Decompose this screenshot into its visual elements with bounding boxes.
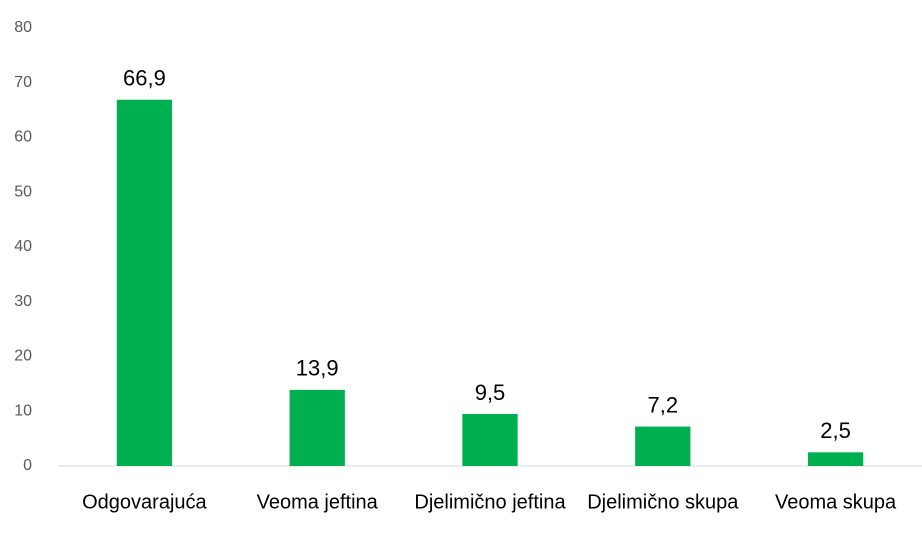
x-tick-label: Veoma skupa — [775, 491, 897, 513]
y-tick-label: 10 — [14, 402, 32, 419]
x-tick-label: Odgovarajuća — [82, 491, 207, 513]
x-tick-label: Djelimično skupa — [587, 491, 739, 513]
x-tick-label: Veoma jeftina — [257, 491, 379, 513]
y-tick-label: 30 — [14, 293, 32, 310]
value-label: 2,5 — [820, 418, 851, 443]
y-tick-label: 0 — [23, 457, 32, 474]
bar — [807, 452, 864, 466]
value-label: 9,5 — [475, 380, 506, 405]
y-tick-label: 60 — [14, 129, 32, 146]
value-label: 13,9 — [296, 356, 339, 381]
bar — [116, 99, 173, 466]
y-tick-label: 40 — [14, 238, 32, 255]
y-tick-label: 80 — [14, 19, 32, 36]
bar — [289, 389, 345, 466]
bar — [635, 426, 691, 466]
x-tick-label: Djelimično jeftina — [414, 491, 566, 513]
y-tick-label: 70 — [14, 74, 32, 91]
value-label: 7,2 — [648, 392, 679, 417]
value-label: 66,9 — [123, 66, 166, 91]
y-tick-label: 50 — [14, 183, 32, 200]
y-tick-label: 20 — [14, 348, 32, 365]
bar — [462, 413, 518, 466]
